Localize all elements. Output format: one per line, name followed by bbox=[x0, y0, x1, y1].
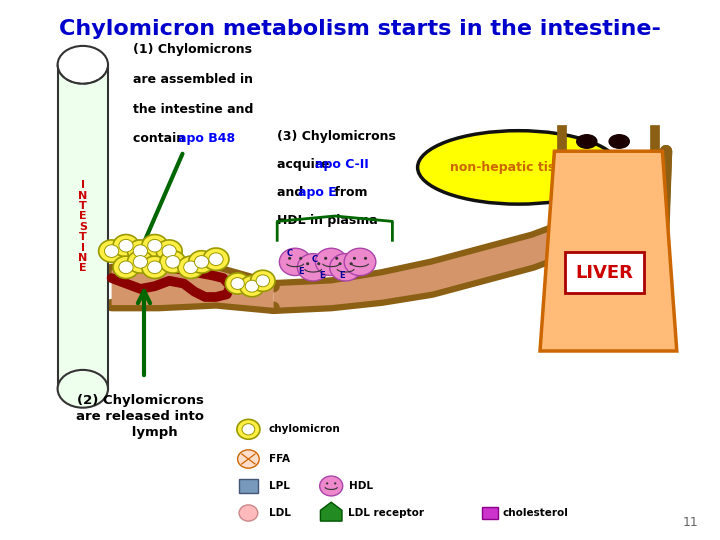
Text: E: E bbox=[298, 267, 304, 275]
Ellipse shape bbox=[324, 257, 327, 260]
Ellipse shape bbox=[256, 275, 269, 287]
Ellipse shape bbox=[142, 256, 168, 279]
Ellipse shape bbox=[119, 239, 133, 252]
Text: (1) Chylomicrons: (1) Chylomicrons bbox=[133, 43, 252, 56]
Text: HDL: HDL bbox=[349, 481, 373, 491]
Text: are assembled in: are assembled in bbox=[133, 73, 253, 86]
Text: apo B48: apo B48 bbox=[178, 132, 235, 145]
Text: contain: contain bbox=[133, 132, 189, 145]
Ellipse shape bbox=[334, 482, 336, 484]
Ellipse shape bbox=[133, 245, 148, 258]
Ellipse shape bbox=[315, 248, 347, 275]
Ellipse shape bbox=[189, 251, 215, 273]
Bar bbox=[239, 479, 258, 493]
Ellipse shape bbox=[320, 476, 343, 496]
Text: I
N
T
E
S
T
I
N
E: I N T E S T I N E bbox=[78, 180, 87, 273]
Ellipse shape bbox=[104, 245, 119, 258]
Text: E: E bbox=[339, 271, 345, 280]
Text: apo E: apo E bbox=[298, 186, 337, 199]
Ellipse shape bbox=[148, 239, 162, 252]
Ellipse shape bbox=[119, 261, 133, 274]
Ellipse shape bbox=[209, 253, 223, 266]
Ellipse shape bbox=[239, 505, 258, 521]
Text: from: from bbox=[330, 186, 367, 199]
Ellipse shape bbox=[166, 255, 180, 268]
Ellipse shape bbox=[246, 280, 258, 292]
Ellipse shape bbox=[203, 248, 229, 271]
Ellipse shape bbox=[240, 275, 264, 297]
Ellipse shape bbox=[577, 135, 597, 148]
Text: C: C bbox=[312, 255, 318, 264]
FancyBboxPatch shape bbox=[58, 65, 108, 389]
Ellipse shape bbox=[353, 257, 356, 260]
Ellipse shape bbox=[194, 255, 209, 268]
Ellipse shape bbox=[418, 131, 619, 204]
Ellipse shape bbox=[338, 262, 341, 265]
Ellipse shape bbox=[336, 257, 338, 260]
Text: apo C-II: apo C-II bbox=[315, 158, 369, 171]
Text: acquire: acquire bbox=[277, 158, 334, 171]
Ellipse shape bbox=[133, 255, 148, 268]
Ellipse shape bbox=[238, 450, 259, 468]
Ellipse shape bbox=[58, 370, 108, 408]
Text: C: C bbox=[287, 249, 293, 258]
Polygon shape bbox=[112, 270, 274, 308]
Text: FFA: FFA bbox=[269, 454, 289, 464]
Text: HDL in plasma: HDL in plasma bbox=[277, 214, 378, 227]
Bar bbox=[482, 507, 498, 519]
Text: LDL: LDL bbox=[269, 508, 290, 518]
Ellipse shape bbox=[326, 482, 328, 484]
Text: non-hepatic tissues: non-hepatic tissues bbox=[450, 161, 587, 174]
Ellipse shape bbox=[288, 257, 291, 260]
Text: and: and bbox=[277, 186, 308, 199]
Ellipse shape bbox=[237, 420, 260, 439]
Text: Chylomicron metabolism starts in the intestine-: Chylomicron metabolism starts in the int… bbox=[59, 19, 661, 39]
Polygon shape bbox=[540, 151, 677, 351]
Text: the intestine and: the intestine and bbox=[133, 103, 253, 116]
Ellipse shape bbox=[300, 257, 302, 260]
Ellipse shape bbox=[113, 256, 139, 279]
Text: (2) Chylomicrons
are released into
      lymph: (2) Chylomicrons are released into lymph bbox=[76, 394, 204, 439]
Ellipse shape bbox=[184, 261, 198, 274]
Ellipse shape bbox=[113, 234, 139, 257]
Text: LIVER: LIVER bbox=[576, 264, 634, 282]
Ellipse shape bbox=[156, 240, 182, 262]
Text: chylomicron: chylomicron bbox=[269, 424, 341, 434]
Ellipse shape bbox=[225, 273, 250, 294]
Ellipse shape bbox=[148, 261, 162, 274]
Ellipse shape bbox=[364, 257, 367, 260]
Ellipse shape bbox=[231, 278, 244, 289]
Text: E: E bbox=[320, 271, 325, 280]
FancyBboxPatch shape bbox=[565, 253, 644, 293]
Text: (3) Chylomicrons: (3) Chylomicrons bbox=[277, 130, 396, 143]
Ellipse shape bbox=[99, 240, 125, 262]
Ellipse shape bbox=[160, 251, 186, 273]
Ellipse shape bbox=[609, 135, 629, 148]
Ellipse shape bbox=[317, 262, 320, 265]
Polygon shape bbox=[274, 151, 666, 308]
Ellipse shape bbox=[344, 248, 376, 275]
Text: LPL: LPL bbox=[269, 481, 289, 491]
Ellipse shape bbox=[242, 424, 255, 435]
Text: LDL receptor: LDL receptor bbox=[348, 508, 424, 518]
Ellipse shape bbox=[162, 245, 176, 258]
Ellipse shape bbox=[297, 254, 329, 281]
Ellipse shape bbox=[279, 248, 311, 275]
Ellipse shape bbox=[349, 262, 353, 265]
Ellipse shape bbox=[306, 262, 310, 265]
Ellipse shape bbox=[58, 46, 108, 84]
Ellipse shape bbox=[178, 256, 204, 279]
Ellipse shape bbox=[127, 240, 153, 262]
Ellipse shape bbox=[251, 270, 275, 292]
Ellipse shape bbox=[127, 251, 153, 273]
Ellipse shape bbox=[330, 254, 361, 281]
Polygon shape bbox=[320, 502, 342, 521]
Text: cholesterol: cholesterol bbox=[503, 508, 568, 518]
Text: 11: 11 bbox=[683, 516, 698, 529]
Ellipse shape bbox=[142, 234, 168, 257]
